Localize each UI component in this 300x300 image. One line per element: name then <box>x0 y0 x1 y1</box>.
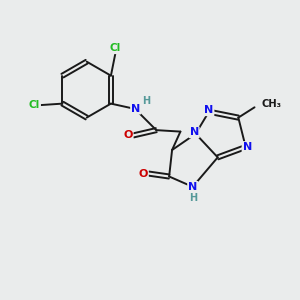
Text: Cl: Cl <box>29 100 40 110</box>
Text: N: N <box>204 105 214 115</box>
Text: Cl: Cl <box>110 43 121 53</box>
Text: N: N <box>131 103 140 114</box>
Text: N: N <box>188 182 197 192</box>
Text: CH₃: CH₃ <box>262 99 282 110</box>
Text: H: H <box>142 96 150 106</box>
Text: H: H <box>189 193 197 203</box>
Text: N: N <box>190 127 199 137</box>
Text: N: N <box>242 142 252 152</box>
Text: O: O <box>139 169 148 178</box>
Text: O: O <box>123 130 133 140</box>
